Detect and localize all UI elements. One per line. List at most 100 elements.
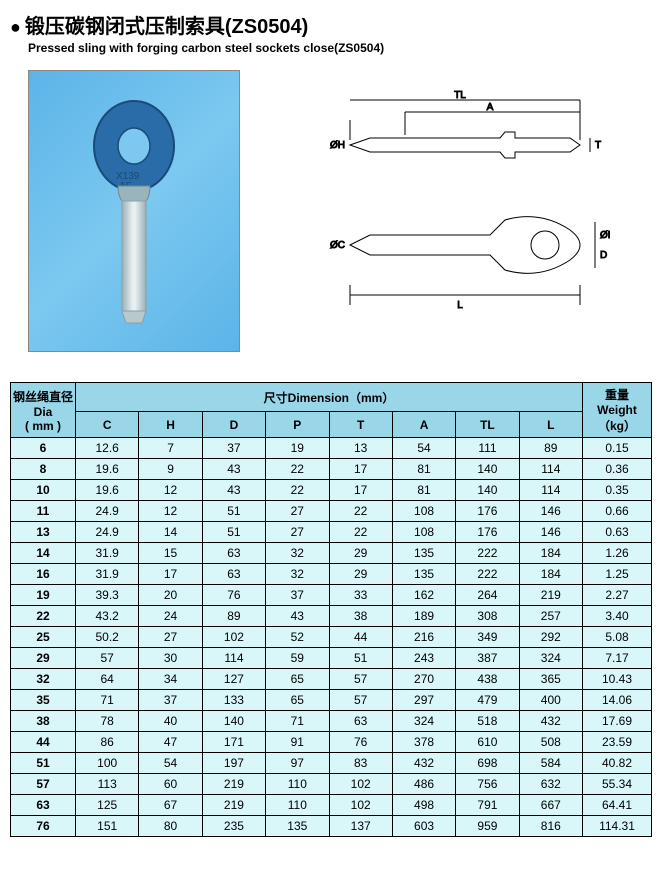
- cell: 80: [139, 816, 202, 837]
- cell: 89: [519, 438, 582, 459]
- cell: 8: [11, 459, 76, 480]
- cell: 125: [76, 795, 139, 816]
- cell: 184: [519, 543, 582, 564]
- cell: 219: [519, 585, 582, 606]
- cell: 32: [266, 543, 329, 564]
- header-dimension: 尺寸Dimension（mm）: [76, 383, 583, 412]
- cell: 17: [329, 480, 392, 501]
- cell: 25: [11, 627, 76, 648]
- cell: 12: [139, 501, 202, 522]
- cell: 135: [392, 564, 455, 585]
- cell: 270: [392, 669, 455, 690]
- cell: 959: [456, 816, 519, 837]
- images-row: X139 AF TL A: [28, 70, 652, 352]
- svg-text:ØP: ØP: [600, 230, 610, 241]
- cell: 27: [266, 501, 329, 522]
- cell: 65: [266, 690, 329, 711]
- cell: 34: [139, 669, 202, 690]
- cell: 17: [139, 564, 202, 585]
- cell: 324: [519, 648, 582, 669]
- cell: 19.6: [76, 459, 139, 480]
- cell: 2.27: [583, 585, 652, 606]
- cell: 40: [139, 711, 202, 732]
- header-dia: 钢丝绳直径 Dia ( mm ): [11, 383, 76, 438]
- title-chinese: 锻压碳钢闭式压制索具(ZS0504): [25, 10, 308, 39]
- cell: 162: [392, 585, 455, 606]
- cell: 14: [139, 522, 202, 543]
- cell: 0.15: [583, 438, 652, 459]
- cell: 603: [392, 816, 455, 837]
- cell: 140: [456, 480, 519, 501]
- cell: 365: [519, 669, 582, 690]
- cell: 22: [11, 606, 76, 627]
- bullet-icon: ●: [10, 17, 21, 38]
- table-row: 1124.9125127221081761460.66: [11, 501, 652, 522]
- cell: 135: [266, 816, 329, 837]
- cell: 127: [202, 669, 265, 690]
- cell: 83: [329, 753, 392, 774]
- cell: 29: [11, 648, 76, 669]
- table-row: 7615180235135137603959816114.31: [11, 816, 652, 837]
- cell: 0.66: [583, 501, 652, 522]
- cell: 0.35: [583, 480, 652, 501]
- cell: 10.43: [583, 669, 652, 690]
- cell: 44: [329, 627, 392, 648]
- cell: 102: [329, 795, 392, 816]
- cell: 264: [456, 585, 519, 606]
- cell: 349: [456, 627, 519, 648]
- cell: 102: [202, 627, 265, 648]
- cell: 57: [76, 648, 139, 669]
- cell: 133: [202, 690, 265, 711]
- cell: 86: [76, 732, 139, 753]
- cell: 32: [266, 564, 329, 585]
- cell: 151: [76, 816, 139, 837]
- cell: 438: [456, 669, 519, 690]
- cell: 176: [456, 522, 519, 543]
- cell: 13: [11, 522, 76, 543]
- svg-text:D: D: [600, 250, 607, 261]
- cell: 78: [76, 711, 139, 732]
- cell: 189: [392, 606, 455, 627]
- cell: 76: [202, 585, 265, 606]
- cell: 59: [266, 648, 329, 669]
- cell: 57: [329, 690, 392, 711]
- svg-text:ØC: ØC: [330, 240, 345, 251]
- header-col-TL: TL: [456, 412, 519, 438]
- cell: 11: [11, 501, 76, 522]
- svg-text:L: L: [457, 300, 463, 311]
- cell: 63: [11, 795, 76, 816]
- table-row: 571136021911010248675663255.34: [11, 774, 652, 795]
- cell: 16: [11, 564, 76, 585]
- cell: 102: [329, 774, 392, 795]
- table-row: 387840140716332451843217.69: [11, 711, 652, 732]
- cell: 176: [456, 501, 519, 522]
- svg-text:TL: TL: [454, 90, 466, 101]
- cell: 39.3: [76, 585, 139, 606]
- title-row: ● 锻压碳钢闭式压制索具(ZS0504): [10, 10, 652, 39]
- table-row: 1019.612432217811401140.35: [11, 480, 652, 501]
- cell: 24: [139, 606, 202, 627]
- cell: 137: [329, 816, 392, 837]
- cell: 52: [266, 627, 329, 648]
- cell: 43.2: [76, 606, 139, 627]
- cell: 97: [266, 753, 329, 774]
- cell: 64.41: [583, 795, 652, 816]
- cell: 13: [329, 438, 392, 459]
- header-col-P: P: [266, 412, 329, 438]
- cell: 60: [139, 774, 202, 795]
- header-col-L: L: [519, 412, 582, 438]
- cell: 235: [202, 816, 265, 837]
- cell: 756: [456, 774, 519, 795]
- cell: 29: [329, 564, 392, 585]
- table-row: 2243.2248943381893082573.40: [11, 606, 652, 627]
- cell: 498: [392, 795, 455, 816]
- cell: 518: [456, 711, 519, 732]
- cell: 791: [456, 795, 519, 816]
- table-row: 1631.9176332291352221841.25: [11, 564, 652, 585]
- cell: 108: [392, 501, 455, 522]
- cell: 14.06: [583, 690, 652, 711]
- dimension-diagram: TL A ØH T ØC ØP D L: [270, 70, 610, 323]
- cell: 0.63: [583, 522, 652, 543]
- product-photo: X139 AF: [28, 70, 240, 352]
- cell: 7.17: [583, 648, 652, 669]
